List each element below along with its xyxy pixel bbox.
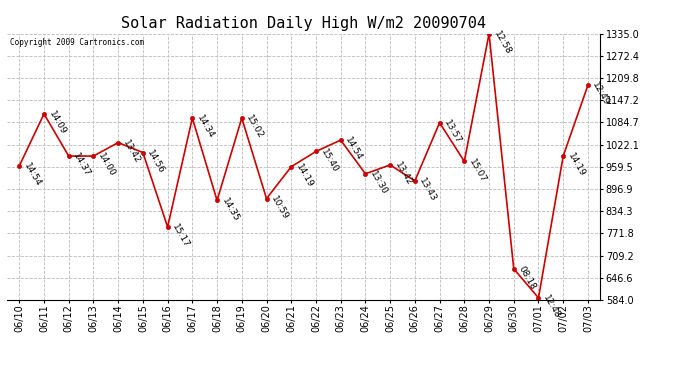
Text: 14:37: 14:37 [72,152,92,179]
Text: 12:48: 12:48 [541,294,562,320]
Text: 14:34: 14:34 [195,114,216,141]
Text: 13:42: 13:42 [393,161,413,188]
Title: Solar Radiation Daily High W/m2 20090704: Solar Radiation Daily High W/m2 20090704 [121,16,486,31]
Text: Copyright 2009 Cartronics.com: Copyright 2009 Cartronics.com [10,38,144,47]
Text: 15:40: 15:40 [319,147,339,174]
Text: 14:35: 14:35 [220,196,241,223]
Text: 14:19: 14:19 [566,152,586,179]
Text: 14:54: 14:54 [22,162,43,189]
Text: 14:56: 14:56 [146,148,166,175]
Text: 14:19: 14:19 [294,162,315,189]
Text: 12:49: 12:49 [591,81,611,108]
Text: 13:30: 13:30 [368,170,389,196]
Text: 10:59: 10:59 [269,195,290,221]
Text: 13:43: 13:43 [417,177,438,204]
Text: 12:58: 12:58 [492,30,513,56]
Text: 15:07: 15:07 [467,157,488,184]
Text: 14:09: 14:09 [47,110,68,136]
Text: 14:00: 14:00 [96,152,117,179]
Text: 13:57: 13:57 [442,118,463,146]
Text: 15:17: 15:17 [170,223,191,250]
Text: 13:42: 13:42 [121,138,141,165]
Text: 14:54: 14:54 [344,136,364,163]
Text: 15:02: 15:02 [244,114,265,141]
Text: 08:18: 08:18 [517,265,538,291]
